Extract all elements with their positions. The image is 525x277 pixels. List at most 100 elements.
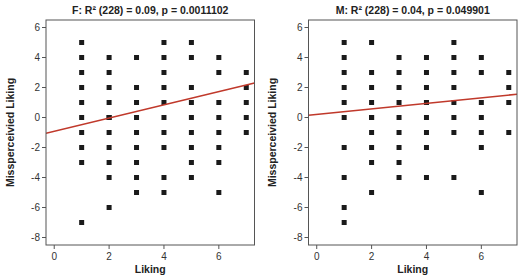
scatter-point bbox=[244, 115, 249, 120]
scatter-point bbox=[189, 85, 194, 90]
scatter-point bbox=[451, 85, 456, 90]
scatter-point bbox=[189, 130, 194, 135]
x-tick bbox=[109, 245, 110, 249]
panel: 0246-8-6-4-20246M: R² (228) = 0.04, p = … bbox=[266, 4, 517, 275]
scatter-point bbox=[79, 85, 84, 90]
x-tick bbox=[426, 245, 427, 249]
scatter-point bbox=[79, 100, 84, 105]
scatter-point bbox=[479, 115, 484, 120]
scatter-point bbox=[342, 85, 347, 90]
scatter-point bbox=[216, 70, 221, 75]
y-tick bbox=[305, 27, 309, 28]
scatter-point bbox=[244, 100, 249, 105]
x-tick-label: 0 bbox=[51, 251, 57, 262]
scatter-point bbox=[79, 70, 84, 75]
scatter-point bbox=[342, 100, 347, 105]
scatter-point bbox=[79, 55, 84, 60]
scatter-point bbox=[424, 85, 429, 90]
scatter-point bbox=[107, 175, 112, 180]
scatter-point bbox=[134, 115, 139, 120]
x-tick bbox=[316, 245, 317, 249]
scatter-point bbox=[479, 70, 484, 75]
scatter-point bbox=[397, 160, 402, 165]
scatter-point bbox=[451, 55, 456, 60]
y-tick-label: -2 bbox=[31, 142, 40, 153]
y-tick-label: -6 bbox=[31, 202, 40, 213]
y-tick bbox=[42, 27, 46, 28]
x-tick-label: 4 bbox=[161, 251, 167, 262]
scatter-point bbox=[506, 70, 511, 75]
scatter-point bbox=[189, 175, 194, 180]
chart-root: 0246-8-6-4-20246F: R² (228) = 0.09, p = … bbox=[0, 0, 525, 277]
scatter-point bbox=[369, 190, 374, 195]
scatter-point bbox=[424, 115, 429, 120]
scatter-point bbox=[369, 70, 374, 75]
regression-line bbox=[46, 83, 255, 133]
scatter-point bbox=[369, 85, 374, 90]
x-tick bbox=[481, 245, 482, 249]
scatter-point bbox=[79, 40, 84, 45]
scatter-point bbox=[342, 145, 347, 150]
scatter-point bbox=[451, 40, 456, 45]
scatter-point bbox=[397, 130, 402, 135]
scatter-point bbox=[216, 145, 221, 150]
panel: 0246-8-6-4-20246F: R² (228) = 0.09, p = … bbox=[4, 4, 255, 275]
scatter-point bbox=[216, 130, 221, 135]
scatter-point bbox=[134, 190, 139, 195]
scatter-point bbox=[342, 55, 347, 60]
scatter-point bbox=[134, 175, 139, 180]
scatter-point bbox=[479, 190, 484, 195]
scatter-point bbox=[107, 145, 112, 150]
scatter-point bbox=[161, 40, 166, 45]
x-tick-label: 0 bbox=[314, 251, 320, 262]
scatter-point bbox=[189, 40, 194, 45]
scatter-point bbox=[161, 190, 166, 195]
x-tick-label: 4 bbox=[424, 251, 430, 262]
y-tick-label: 4 bbox=[34, 52, 40, 63]
y-tick-label: -4 bbox=[294, 172, 303, 183]
y-tick bbox=[42, 177, 46, 178]
y-tick bbox=[42, 57, 46, 58]
scatter-point bbox=[479, 145, 484, 150]
y-tick bbox=[305, 147, 309, 148]
y-tick bbox=[305, 57, 309, 58]
scatter-point bbox=[397, 145, 402, 150]
scatter-point bbox=[189, 145, 194, 150]
scatter-point bbox=[369, 100, 374, 105]
scatter-point bbox=[216, 160, 221, 165]
scatter-point bbox=[189, 100, 194, 105]
scatter-point bbox=[397, 100, 402, 105]
y-tick bbox=[42, 237, 46, 238]
y-tick-label: -8 bbox=[294, 232, 303, 243]
marks bbox=[309, 40, 518, 225]
y-tick bbox=[42, 117, 46, 118]
scatter-point bbox=[107, 85, 112, 90]
scatter-point bbox=[107, 100, 112, 105]
x-tick-label: 6 bbox=[216, 251, 222, 262]
scatter-point bbox=[107, 205, 112, 210]
scatter-point bbox=[134, 160, 139, 165]
title: M: R² (228) = 0.04, p = 0.049901 bbox=[336, 4, 490, 16]
scatter-point bbox=[369, 115, 374, 120]
scatter-point bbox=[397, 70, 402, 75]
y-tick-label: 2 bbox=[297, 82, 303, 93]
y-tick-label: 0 bbox=[297, 112, 303, 123]
scatter-point bbox=[506, 130, 511, 135]
scatter-point bbox=[397, 85, 402, 90]
scatter-point bbox=[216, 190, 221, 195]
scatter-point bbox=[107, 70, 112, 75]
scatter-point bbox=[479, 55, 484, 60]
scatter-point bbox=[134, 145, 139, 150]
y-tick-label: 4 bbox=[297, 52, 303, 63]
scatter-point bbox=[244, 130, 249, 135]
scatter-point bbox=[369, 40, 374, 45]
x-tick bbox=[371, 245, 372, 249]
title: F: R² (228) = 0.09, p = 0.0011102 bbox=[72, 4, 229, 16]
scatter-point bbox=[342, 220, 347, 225]
scatter-point bbox=[342, 205, 347, 210]
scatter-point bbox=[244, 70, 249, 75]
plot-area bbox=[46, 20, 255, 245]
scatter-point bbox=[107, 55, 112, 60]
scatter-point bbox=[216, 55, 221, 60]
y-tick bbox=[42, 87, 46, 88]
